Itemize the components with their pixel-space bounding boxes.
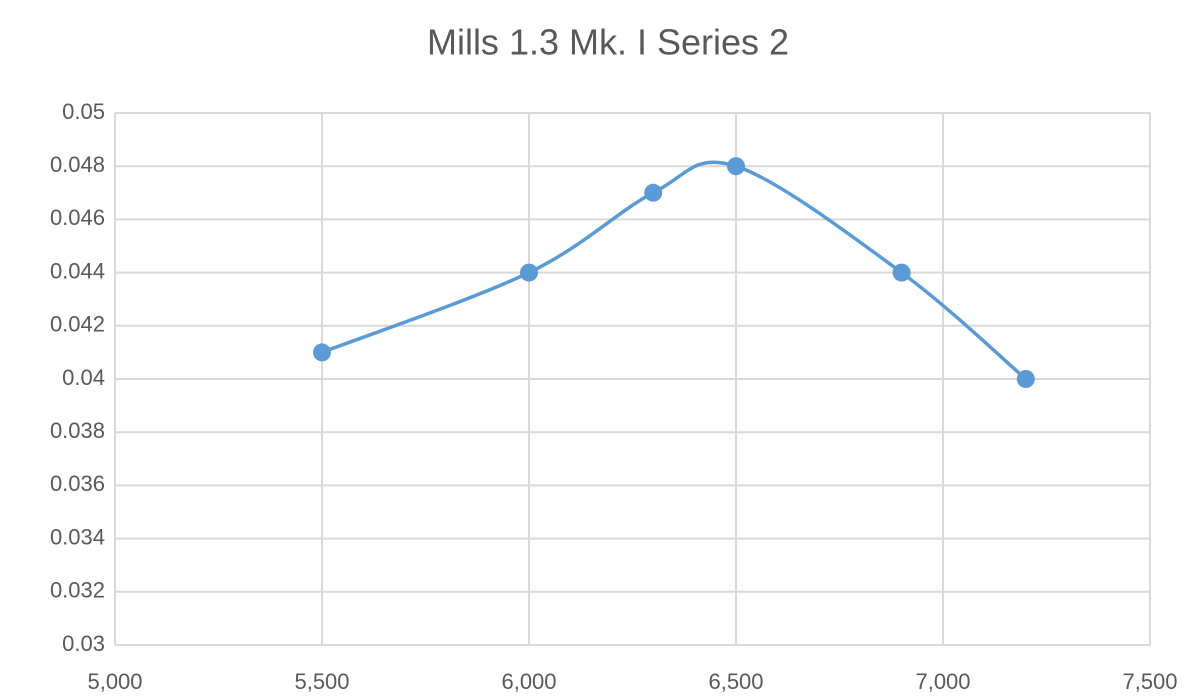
data-point — [727, 157, 745, 176]
data-point — [313, 343, 331, 362]
y-tick-label: 0.034 — [50, 524, 105, 549]
x-tick-label: 6,000 — [501, 669, 556, 694]
y-tick-label: 0.046 — [50, 205, 105, 230]
x-tick-label: 5,000 — [87, 669, 142, 694]
y-tick-label: 0.044 — [50, 258, 105, 283]
series-line — [321, 160, 1027, 381]
y-tick-label: 0.04 — [62, 365, 105, 390]
data-point — [644, 183, 663, 202]
y-tick-label: 0.032 — [50, 578, 105, 603]
y-tick-label: 0.048 — [50, 152, 105, 177]
y-tick-label: 0.038 — [50, 418, 105, 443]
y-tick-label: 0.042 — [50, 312, 105, 337]
data-point — [520, 263, 538, 282]
data-point — [892, 263, 911, 282]
x-tick-label: 6,500 — [708, 669, 763, 694]
x-tick-label: 5,500 — [294, 669, 349, 694]
y-tick-label: 0.036 — [50, 471, 105, 496]
data-point — [1016, 370, 1035, 388]
y-tick-label: 0.05 — [62, 99, 105, 124]
chart-title: Mills 1.3 Mk. I Series 2 — [427, 22, 789, 63]
x-tick-label: 7,500 — [1122, 669, 1177, 694]
y-tick-label: 0.03 — [62, 631, 105, 656]
x-tick-label: 7,000 — [915, 669, 970, 694]
